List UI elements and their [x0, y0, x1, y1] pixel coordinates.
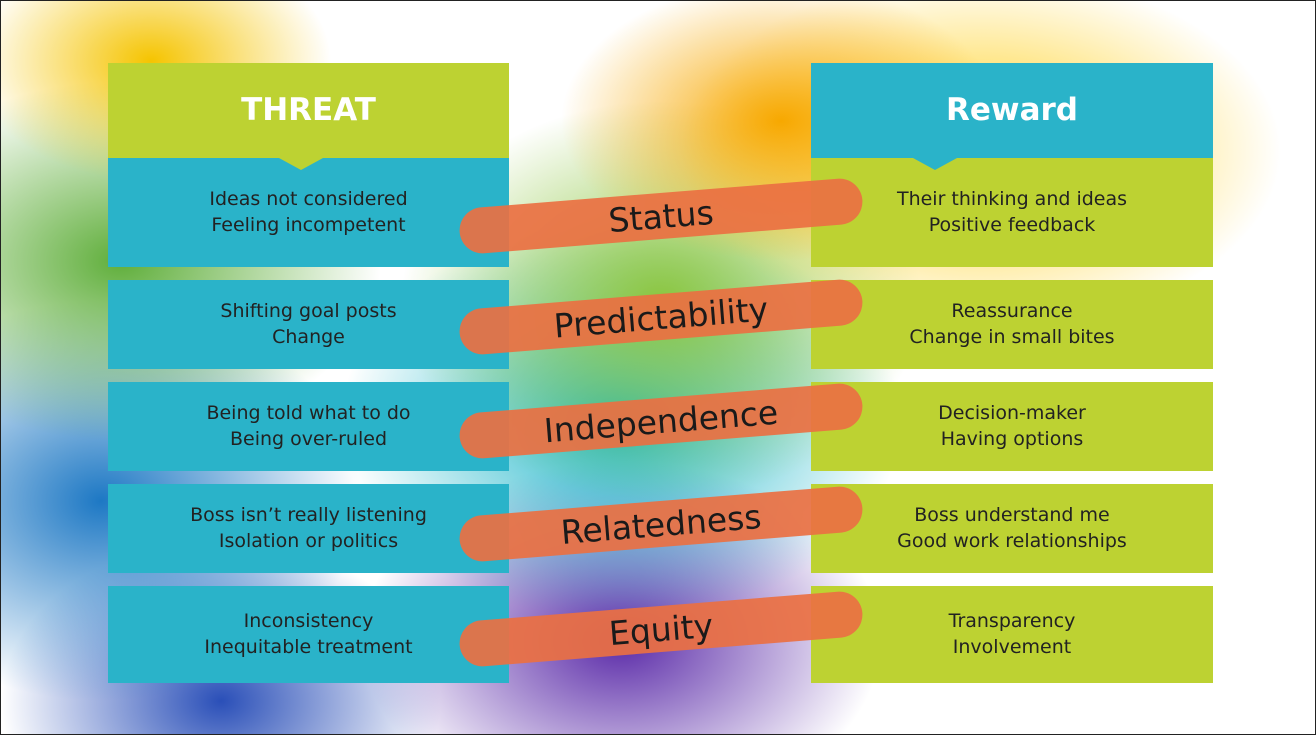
driver-band: Equity	[457, 589, 865, 669]
text-line: Being over-ruled	[229, 427, 388, 450]
text-line: Reassurance	[951, 299, 1073, 322]
text-line: Inconsistency	[243, 609, 374, 632]
reward-box: Reassurance Change in small bites	[811, 280, 1213, 369]
text-line: Shifting goal posts	[220, 299, 397, 322]
text-line: Their thinking and ideas	[896, 187, 1128, 210]
threat-box: Boss isn’t really listening Isolation or …	[108, 484, 509, 573]
reward-header: Reward	[811, 63, 1213, 158]
reward-box: Boss understand me Good work relationship…	[811, 484, 1213, 573]
text-line: Positive feedback	[928, 213, 1096, 236]
text-line: Change in small bites	[909, 325, 1115, 348]
text-line: Transparency	[948, 609, 1076, 632]
threat-box: Being told what to do Being over-ruled	[108, 382, 509, 471]
text-line: Boss isn’t really listening	[190, 503, 427, 526]
pointer	[913, 158, 957, 170]
text-line: Ideas not considered	[209, 187, 408, 210]
reward-box: Their thinking and ideas Positive feedbac…	[811, 158, 1213, 267]
text-line: Feeling incompetent	[211, 213, 406, 236]
text-line: Isolation or politics	[218, 529, 399, 552]
text-line: Having options	[940, 427, 1084, 450]
text-line: Boss understand me	[914, 503, 1110, 526]
threat-box: Ideas not considered Feeling incompetent	[108, 158, 509, 267]
threat-box: Inconsistency Inequitable treatment	[108, 586, 509, 683]
text-line: Involvement	[952, 635, 1072, 658]
text-line: Being told what to do	[206, 401, 411, 424]
text-line: Inequitable treatment	[204, 635, 413, 658]
driver-band: Independence	[457, 381, 865, 461]
text-line: Decision-maker	[938, 401, 1086, 424]
driver-band: Predictability	[457, 277, 865, 357]
pointer	[279, 158, 323, 170]
threat-box: Shifting goal posts Change	[108, 280, 509, 369]
driver-band: Relatedness	[457, 484, 865, 564]
reward-box: Transparency Involvement	[811, 586, 1213, 683]
text-line: Change	[272, 325, 345, 348]
driver-band: Status	[457, 176, 865, 256]
threat-header: THREAT	[108, 63, 509, 158]
text-line: Good work relationships	[897, 529, 1127, 552]
reward-box: Decision-maker Having options	[811, 382, 1213, 471]
